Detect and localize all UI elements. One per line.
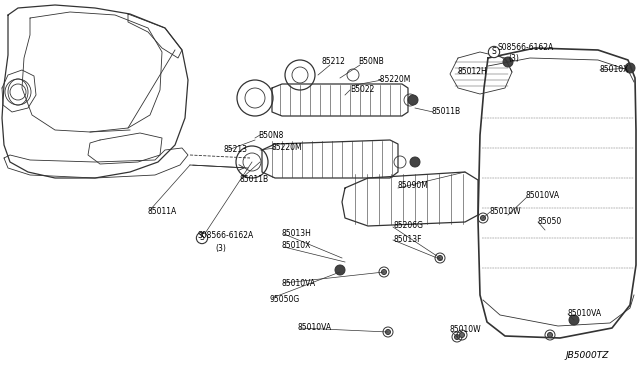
Text: 85010W: 85010W (490, 206, 522, 215)
Circle shape (569, 315, 579, 325)
Text: 85010VA: 85010VA (282, 279, 316, 288)
Circle shape (381, 269, 387, 275)
Text: B50N8: B50N8 (258, 131, 284, 141)
Text: 85011B: 85011B (432, 108, 461, 116)
Circle shape (625, 63, 635, 73)
Text: S08566-6162A: S08566-6162A (498, 44, 554, 52)
Text: 85213: 85213 (224, 144, 248, 154)
Circle shape (454, 334, 460, 340)
Text: 85010VA: 85010VA (526, 192, 560, 201)
Text: 95050G: 95050G (270, 295, 300, 304)
Text: (3): (3) (508, 55, 519, 64)
Text: 85220M: 85220M (272, 144, 303, 153)
Text: S08566-6162A: S08566-6162A (198, 231, 254, 241)
Text: S: S (200, 234, 204, 243)
Text: 85010X: 85010X (600, 65, 629, 74)
Circle shape (385, 330, 390, 334)
Circle shape (438, 256, 442, 260)
Circle shape (481, 215, 486, 221)
Text: 85011B: 85011B (240, 174, 269, 183)
Text: 85050: 85050 (537, 217, 561, 225)
Text: 85010VA: 85010VA (568, 310, 602, 318)
Text: B50NB: B50NB (358, 58, 384, 67)
Text: 85010VA: 85010VA (298, 324, 332, 333)
Text: 85010X: 85010X (282, 241, 312, 250)
Circle shape (408, 95, 418, 105)
Circle shape (547, 333, 552, 337)
Text: B5022: B5022 (350, 86, 374, 94)
Text: 85013F: 85013F (393, 234, 422, 244)
Circle shape (460, 333, 465, 337)
Circle shape (503, 57, 513, 67)
Text: 85012H: 85012H (458, 67, 488, 77)
Text: S: S (492, 48, 497, 57)
Text: -85220M: -85220M (378, 74, 412, 83)
Circle shape (335, 265, 345, 275)
Text: JB5000TZ: JB5000TZ (565, 350, 609, 359)
Text: 85013H: 85013H (282, 228, 312, 237)
Circle shape (410, 157, 420, 167)
Text: 85212: 85212 (322, 58, 346, 67)
Text: (3): (3) (215, 244, 226, 253)
Text: 85010W: 85010W (450, 326, 482, 334)
Text: 85206G: 85206G (393, 221, 423, 231)
Text: 85011A: 85011A (148, 206, 177, 215)
Text: 85090M: 85090M (398, 182, 429, 190)
